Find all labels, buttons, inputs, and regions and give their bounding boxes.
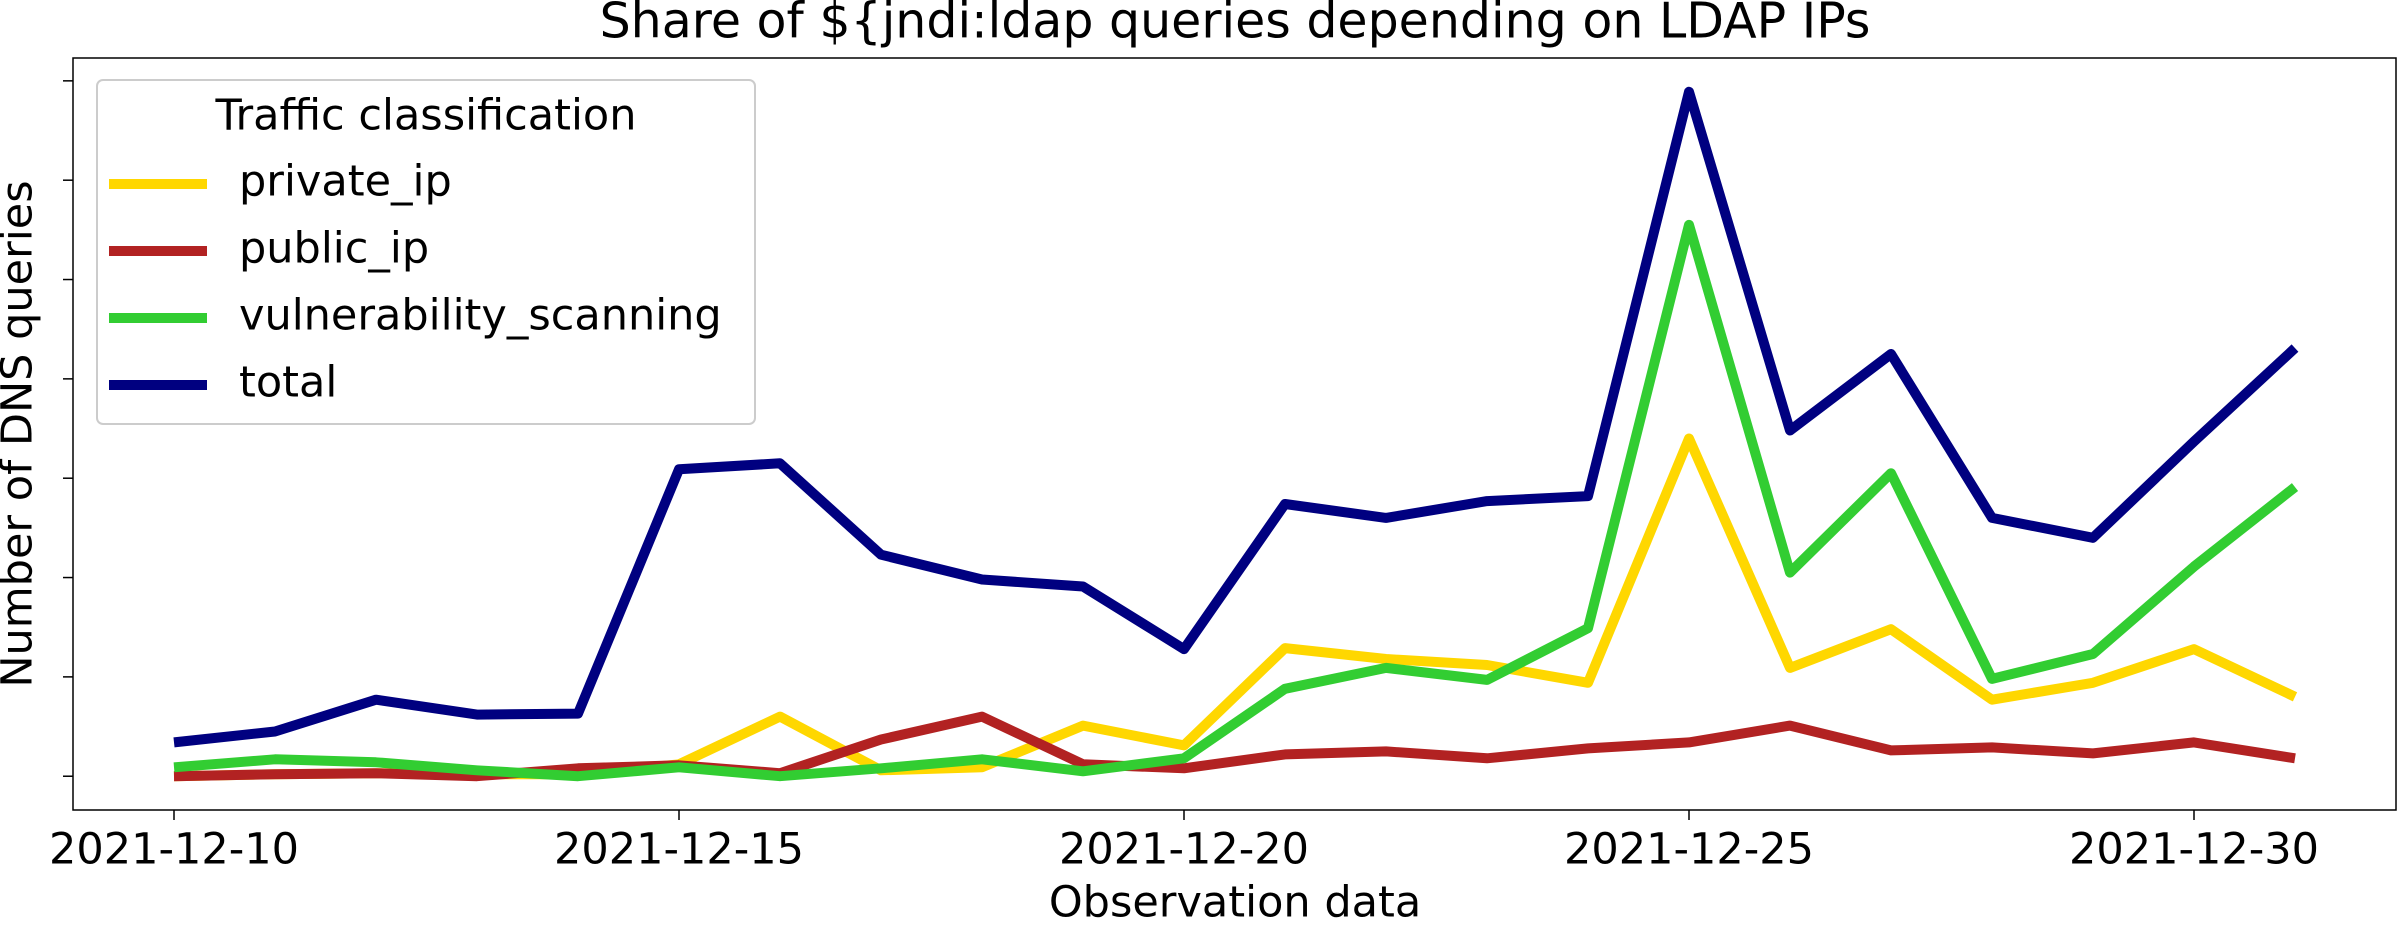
legend-box: [96, 79, 756, 425]
legend-label: vulnerability_scanning: [239, 291, 722, 341]
y-axis-label: Number of DNS queries: [0, 180, 43, 687]
legend-label: private_ip: [239, 157, 452, 207]
line-series: [173, 86, 2299, 748]
x-tick-label: 2021-12-30: [2069, 825, 2319, 875]
legend-label: total: [239, 358, 337, 408]
x-tick-label: 2021-12-15: [554, 825, 804, 875]
plot-frame: [72, 57, 2397, 811]
legend-title: Traffic classification: [215, 91, 637, 141]
line-series: [173, 219, 2299, 782]
x-tick-label: 2021-12-25: [1564, 825, 1814, 875]
x-tick-label: 2021-12-10: [49, 825, 299, 875]
legend-label: public_ip: [239, 224, 429, 274]
chart-title: Share of ${jndi:ldap queries depending o…: [600, 0, 1871, 50]
x-tick-label: 2021-12-20: [1059, 825, 1309, 875]
x-axis-label: Observation data: [1049, 878, 1421, 928]
